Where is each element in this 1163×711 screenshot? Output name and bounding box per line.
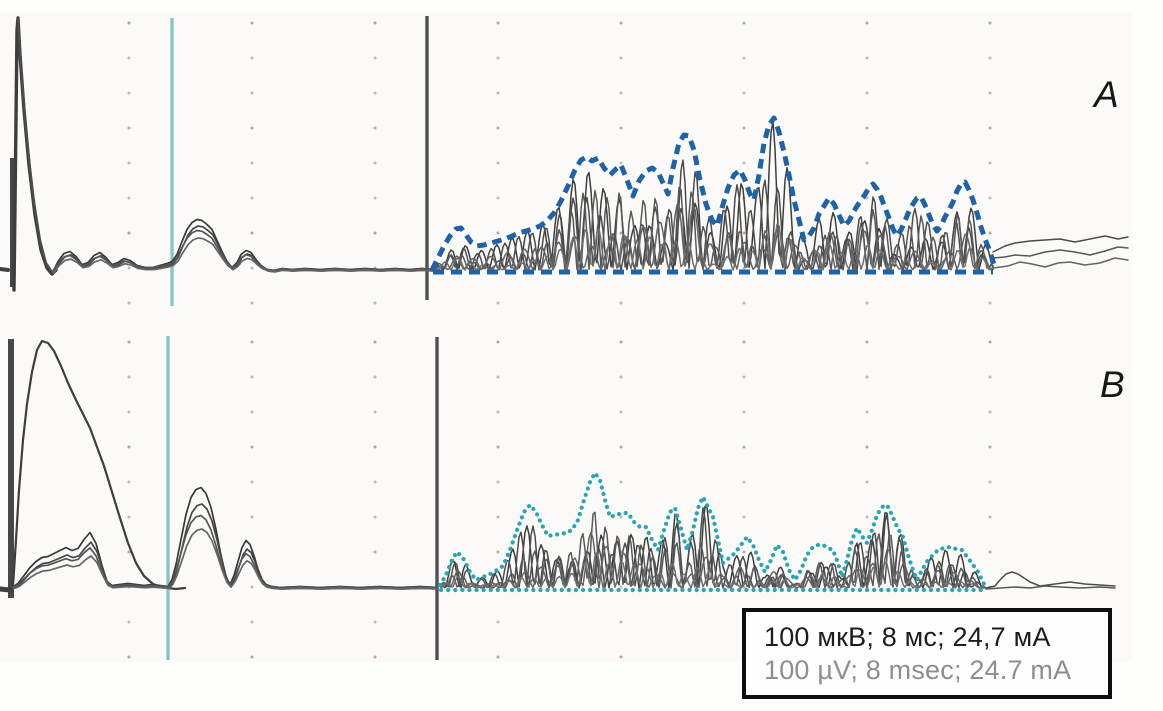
static-trace (11, 339, 187, 591)
panel-b-label: B (1100, 364, 1125, 405)
static-trace (985, 571, 1116, 589)
static-trace (985, 585, 1116, 590)
response-envelope (429, 115, 998, 272)
static-trace (992, 246, 1129, 259)
scale-text-english: 100 µV; 8 msec; 24.7 mA (764, 654, 1072, 685)
sweep-trace (11, 514, 438, 589)
static-trace (992, 257, 1129, 269)
sweep-trace (52, 237, 435, 275)
stimulus-artifact-bar (8, 339, 14, 598)
static-trace (0, 586, 13, 593)
response-trace (440, 507, 987, 589)
stimulus-artifact-bar (10, 158, 15, 287)
response-trace (440, 551, 987, 589)
response-trace (440, 511, 987, 589)
response-trace (432, 204, 994, 271)
static-trace (992, 235, 1129, 253)
plot-background (0, 12, 1132, 662)
panel-a-label: A (1094, 74, 1119, 115)
sweep-trace (12, 528, 439, 590)
response-trace (432, 223, 994, 271)
static-trace (16, 16, 54, 274)
scale-box: 100 мкВ; 8 мс; 24,7 мА 100 µV; 8 msec; 2… (742, 608, 1112, 699)
response-trace (432, 186, 994, 271)
response-envelope (437, 470, 989, 591)
static-trace (0, 267, 10, 272)
sweep-trace (51, 229, 434, 274)
scale-text-russian: 100 мкВ; 8 мс; 24,7 мА (764, 622, 1051, 652)
panel-a (0, 16, 1129, 306)
